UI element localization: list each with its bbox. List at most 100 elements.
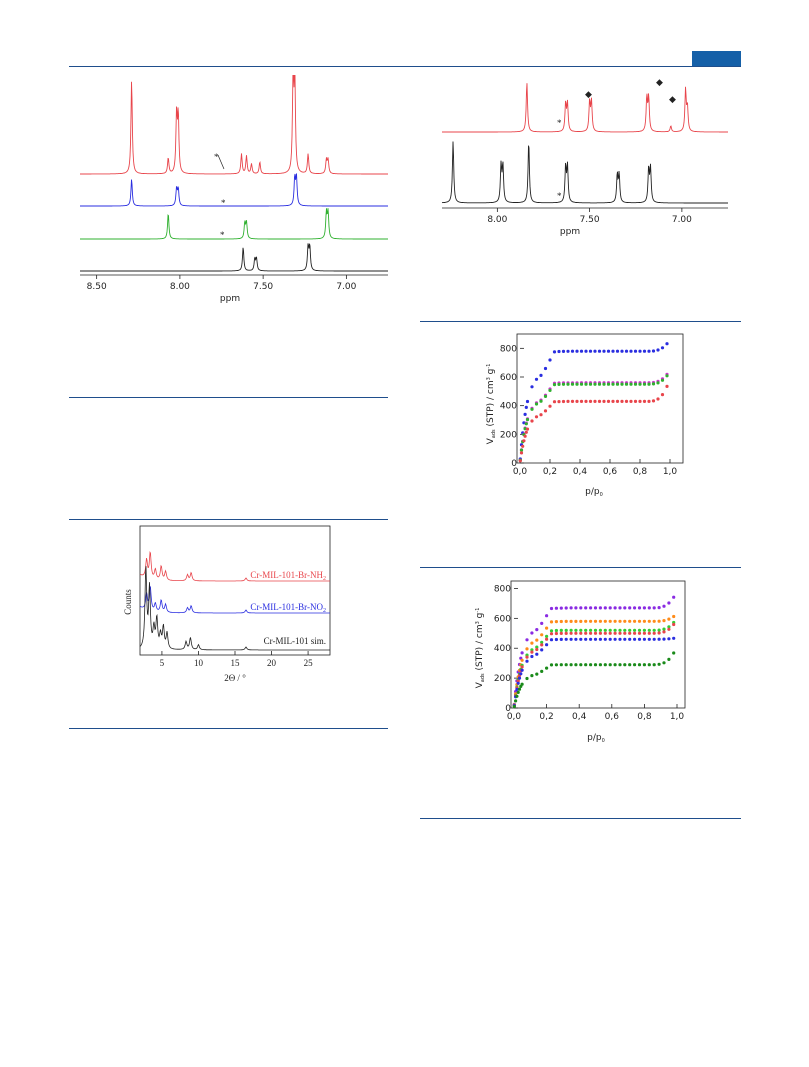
isotherm-point-blue xyxy=(589,637,593,641)
iso-xtick-label: 1,0 xyxy=(663,467,678,477)
isotherm-point-red xyxy=(519,451,524,455)
isotherm-point-blue xyxy=(593,349,597,353)
isotherm-point-red xyxy=(613,631,617,635)
isotherm-point-red xyxy=(593,399,597,403)
isotherm-point-orange xyxy=(579,619,583,623)
isotherm-point-blue xyxy=(566,349,570,353)
isotherm-point-lime xyxy=(637,628,642,632)
isotherm-point-purple xyxy=(628,606,632,610)
isotherm-point-blue xyxy=(525,399,530,404)
isotherm-point-lime xyxy=(662,627,666,631)
isotherm-point-red xyxy=(667,627,671,631)
isotherm-point-purple xyxy=(569,606,573,610)
pxrd-trace-2 xyxy=(139,585,330,614)
isotherm-point-green xyxy=(633,382,638,386)
isotherm-point-green xyxy=(575,382,579,386)
isotherm-point-green xyxy=(539,399,543,403)
isotherm-point-red xyxy=(608,631,612,635)
isotherm-point-orange xyxy=(584,619,588,623)
isotherm-point-lime xyxy=(667,625,671,629)
isotherm-point-lime xyxy=(603,628,607,632)
isotherm-point-purple xyxy=(574,606,578,610)
isotherm-point-green xyxy=(548,388,552,392)
isotherm-point-blue xyxy=(540,648,544,652)
isotherm-point-darkgreen xyxy=(628,663,632,667)
nmr-tick-label: 7.00 xyxy=(336,282,356,292)
isotherm-point-blue xyxy=(660,346,665,350)
isotherm-point-blue xyxy=(606,349,611,353)
isotherm-point-purple xyxy=(633,606,637,610)
isotherm-point-red xyxy=(633,399,638,403)
isotherm-point-blue xyxy=(549,638,554,642)
isotherm-point-darkgreen xyxy=(579,663,583,667)
isotherm-point-purple xyxy=(525,638,529,642)
isotherm-point-red xyxy=(525,427,530,431)
iso-ytick-label: 400 xyxy=(500,402,517,412)
isotherm-point-blue xyxy=(629,349,633,353)
header-badge xyxy=(692,51,741,66)
isotherm-point-orange xyxy=(520,658,524,662)
nmr-trace-3 xyxy=(80,208,388,240)
nmr-left-star-2: * xyxy=(221,198,226,208)
isotherm-point-darkgreen xyxy=(569,663,573,667)
isotherm-point-lime xyxy=(579,628,583,632)
nmr-tick-label: 8.00 xyxy=(170,282,190,292)
isotherm-point-red xyxy=(589,631,593,635)
isotherm-point-green xyxy=(530,407,534,411)
isotherm-point-red xyxy=(521,444,525,448)
isotherm-point-orange xyxy=(633,619,637,623)
isotherm-point-red xyxy=(539,413,543,417)
isotherm-2: 0 200 400 600 800 0,0 0,2 0,4 0,6 0,8 1,0 Vads (ST… xyxy=(475,580,686,744)
isotherm-point-blue xyxy=(647,349,651,353)
isotherm-point-red xyxy=(647,399,651,403)
iso-ytick-label: 0 xyxy=(505,704,511,714)
isotherm-point-red xyxy=(603,631,607,635)
isotherm-point-red xyxy=(569,631,573,635)
isotherm-point-blue xyxy=(579,637,583,641)
isotherm-point-blue xyxy=(570,349,575,353)
isotherm-point-green xyxy=(570,382,575,386)
isotherm-point-blue xyxy=(603,637,607,641)
isotherm-point-blue xyxy=(524,405,528,409)
isotherm-point-red xyxy=(559,631,563,635)
isotherm-point-green xyxy=(593,382,597,386)
isotherm-point-darkgreen xyxy=(514,699,518,703)
iso-xtick-label: 0,2 xyxy=(543,467,557,477)
isotherm-point-red xyxy=(629,399,633,403)
isotherm-point-darkgreen xyxy=(549,663,554,667)
pxrd-figure: 5 10 15 20 25 Counts 2Θ / ° Cr-MIL-101-Br-NH… xyxy=(123,525,331,683)
isotherm-point-lime xyxy=(530,648,534,652)
nmr-trace-2 xyxy=(441,141,728,204)
isotherm-point-green xyxy=(624,382,629,386)
isotherm-point-red xyxy=(597,399,602,403)
isotherm-point-green xyxy=(620,382,624,386)
pxrd-label-b: Cr-MIL-101-Br-NO2 xyxy=(250,602,326,614)
isotherm-point-red xyxy=(530,419,534,423)
isotherm-point-lime xyxy=(540,640,544,644)
isotherm-point-green xyxy=(534,402,539,406)
isotherm-point-darkgreen xyxy=(672,651,676,655)
section-rule-right-2 xyxy=(420,567,741,568)
isotherm-point-green xyxy=(665,374,669,378)
isotherm-point-lime xyxy=(618,628,622,632)
isotherm-point-green xyxy=(543,394,548,398)
isotherm-point-red xyxy=(534,415,539,419)
pxrd-ylabel: Counts xyxy=(123,589,133,615)
isotherm-point-darkgreen xyxy=(618,663,622,667)
iso-xtick-label: 1,0 xyxy=(670,712,685,722)
isotherm-point-red xyxy=(584,631,588,635)
isotherm-point-lime xyxy=(545,634,549,638)
isotherm-point-red xyxy=(579,631,583,635)
isotherm-point-blue xyxy=(615,349,620,353)
isotherm-point-orange xyxy=(593,619,598,623)
isotherm-point-orange xyxy=(598,619,602,623)
isotherm-point-lime xyxy=(642,628,646,632)
isotherm-point-orange xyxy=(657,619,661,623)
isotherm-point-red xyxy=(516,679,520,683)
isotherm-point-green xyxy=(651,382,656,386)
isotherm-point-darkgreen xyxy=(535,672,539,676)
isotherm-point-blue xyxy=(633,637,637,641)
isotherm-point-orange xyxy=(613,619,617,623)
isotherm-point-red xyxy=(593,631,598,635)
isotherm-point-orange xyxy=(569,619,573,623)
